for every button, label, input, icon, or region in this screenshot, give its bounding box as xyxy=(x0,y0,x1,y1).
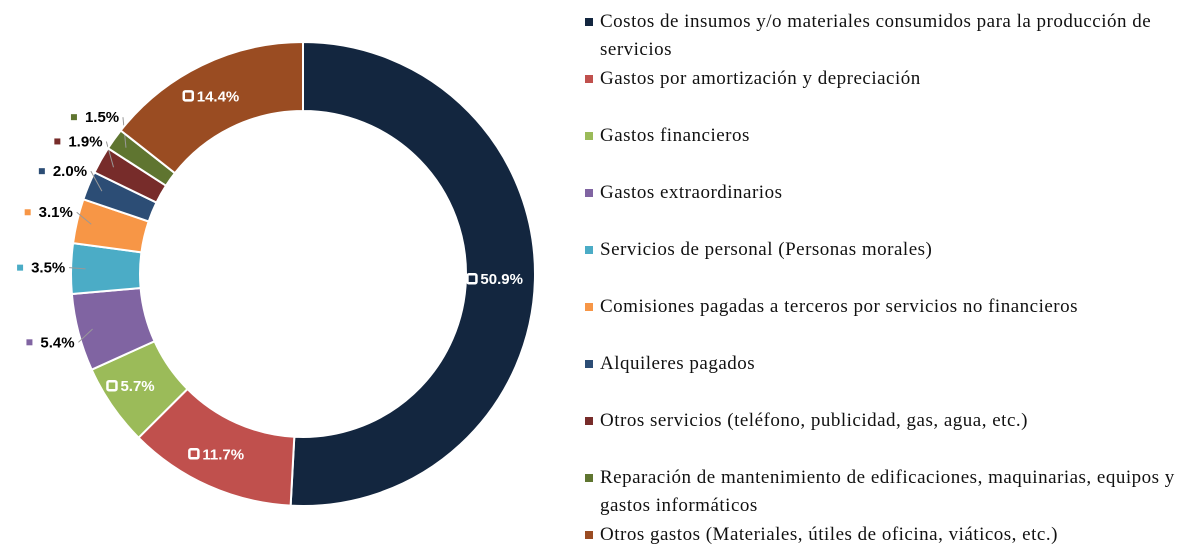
label-marker xyxy=(188,448,200,460)
value-label: 5.7% xyxy=(120,378,154,395)
legend-label: Gastos extraordinarios xyxy=(600,182,783,203)
legend-label: Servicios de personal (Personas morales) xyxy=(600,239,933,260)
label-marker xyxy=(54,138,61,145)
label-marker xyxy=(70,114,77,121)
label-marker xyxy=(106,379,118,392)
label-marker xyxy=(17,264,24,271)
leader-line xyxy=(76,211,92,225)
value-label: 3.1% xyxy=(39,204,73,221)
legend-marker xyxy=(585,303,593,311)
legend-marker xyxy=(585,246,593,254)
value-label: 2.0% xyxy=(53,163,87,180)
legend-label: Reparación de mantenimiento de edificaci… xyxy=(600,467,1175,516)
label-marker xyxy=(26,339,33,346)
legend-label: Otros servicios (teléfono, publicidad, g… xyxy=(600,410,1028,431)
legend-label: Gastos financieros xyxy=(600,125,750,146)
legend-label: Costos de insumos y/o materiales consumi… xyxy=(600,11,1152,60)
donut-slice xyxy=(289,40,536,507)
value-label: 11.7% xyxy=(202,446,244,463)
donut-area: 50.9% 11.7% 5.7% 5.4% 3.5% 3.1% 2.0% 1.9% 1.5% 14… xyxy=(17,40,536,507)
label-marker xyxy=(182,90,194,102)
value-label: 3.5% xyxy=(31,260,65,277)
leader-line xyxy=(105,141,114,168)
label-marker xyxy=(24,209,31,216)
value-label: 50.9% xyxy=(480,271,523,288)
value-label: 14.4% xyxy=(197,88,240,105)
legend-label: Comisiones pagadas a terceros por servic… xyxy=(600,296,1079,317)
legend-marker xyxy=(585,132,593,140)
legend-label: Alquileres pagados xyxy=(600,353,756,374)
legend-marker xyxy=(585,189,593,197)
legend-marker xyxy=(585,18,593,26)
donut-slice xyxy=(119,40,304,175)
legend-marker xyxy=(585,474,593,482)
leader-line xyxy=(90,170,103,192)
legend-marker xyxy=(585,75,593,83)
legend-label: Otros gastos (Materiales, útiles de ofic… xyxy=(600,524,1058,545)
value-label: 1.9% xyxy=(68,133,102,150)
leader-line xyxy=(69,267,86,270)
legend-marker xyxy=(585,360,593,368)
legend-marker xyxy=(585,417,593,425)
legend-label: Gastos por amortización y depreciación xyxy=(600,68,921,89)
label-marker xyxy=(466,273,478,285)
label-marker xyxy=(38,168,45,175)
legend-marker xyxy=(585,531,593,539)
value-label: 1.5% xyxy=(85,109,119,126)
leader-line xyxy=(78,328,93,343)
value-label: 5.4% xyxy=(40,334,74,351)
